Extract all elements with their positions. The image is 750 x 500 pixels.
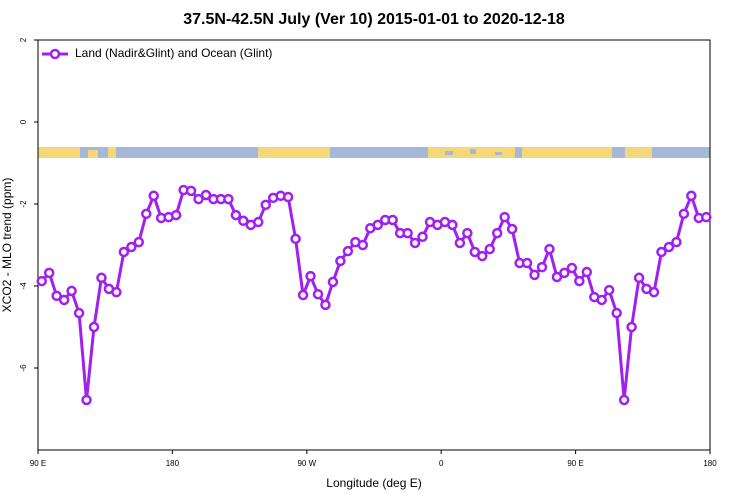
data-point xyxy=(36,275,47,287)
data-point xyxy=(521,257,533,269)
data-point xyxy=(66,285,77,297)
data-point xyxy=(88,321,100,333)
data-point xyxy=(678,208,690,220)
x-axis-label: Longitude (deg E) xyxy=(326,476,421,490)
x-tick-label: 90 E xyxy=(567,459,583,468)
data-point xyxy=(663,241,675,253)
data-point xyxy=(454,237,466,249)
data-point xyxy=(671,236,682,248)
data-point xyxy=(417,231,428,243)
data-point xyxy=(372,219,383,231)
data-point xyxy=(230,209,242,221)
data-point xyxy=(193,193,204,205)
data-point xyxy=(477,250,488,262)
data-point xyxy=(223,193,234,205)
data-point xyxy=(305,270,316,282)
data-point xyxy=(312,288,324,300)
data-point xyxy=(581,266,593,278)
data-point xyxy=(656,246,667,258)
x-tick-label: 180 xyxy=(166,459,180,468)
data-point xyxy=(327,276,339,288)
data-point xyxy=(544,243,555,255)
data-point xyxy=(596,294,607,306)
data-point xyxy=(81,394,92,406)
data-point xyxy=(133,236,145,248)
data-point xyxy=(185,185,197,197)
land-ocean-map xyxy=(38,147,710,158)
data-point xyxy=(686,190,697,202)
x-tick-label: 180 xyxy=(703,459,717,468)
data-point xyxy=(633,272,645,284)
data-point xyxy=(342,245,354,257)
data-point xyxy=(253,216,264,228)
data-point xyxy=(701,211,712,223)
data-point xyxy=(320,299,331,311)
data-point xyxy=(559,267,570,279)
data-point xyxy=(148,190,159,202)
data-point xyxy=(111,286,122,298)
data-point xyxy=(290,233,301,245)
data-point xyxy=(282,191,294,203)
data-point xyxy=(51,290,62,302)
data-point xyxy=(126,241,137,253)
data-point xyxy=(462,227,473,239)
data-point xyxy=(611,307,622,319)
data-point xyxy=(469,246,481,258)
data-point xyxy=(491,227,503,239)
data-point xyxy=(566,262,578,274)
data-point xyxy=(73,307,85,319)
x-tick-label: 0 xyxy=(439,459,444,468)
data-point xyxy=(238,215,249,227)
data-point xyxy=(574,275,585,287)
data-point xyxy=(409,237,421,249)
data-point xyxy=(551,271,563,283)
data-point xyxy=(141,208,152,220)
y-tick-label: 0 xyxy=(19,119,28,124)
chart-title: 37.5N-42.5N July (Ver 10) 2015-01-01 to … xyxy=(183,11,565,28)
data-point xyxy=(260,199,271,211)
data-point xyxy=(297,289,309,301)
data-point xyxy=(402,227,413,239)
data-point xyxy=(118,246,130,258)
y-tick-label: -2 xyxy=(19,200,28,208)
data-point xyxy=(603,284,615,296)
legend-marker xyxy=(49,48,61,60)
legend-label: Land (Nadir&Glint) and Ocean (Glint) xyxy=(75,46,272,60)
y-tick-label: -6 xyxy=(19,364,28,372)
data-point xyxy=(58,294,70,306)
data-point xyxy=(536,261,548,273)
data-point xyxy=(170,209,182,221)
data-point xyxy=(200,189,212,201)
plot-frame xyxy=(37,39,711,451)
y-axis-label: XCO2 - MLO trend (ppm) xyxy=(0,178,14,313)
data-point xyxy=(357,239,369,251)
data-point xyxy=(648,286,660,298)
x-tick-label: 90 W xyxy=(297,459,316,468)
data-point xyxy=(43,267,55,279)
data-point xyxy=(506,223,518,235)
y-tick-label: 2 xyxy=(19,37,28,42)
data-point xyxy=(626,321,637,333)
data-point xyxy=(484,243,495,255)
data-point xyxy=(529,269,540,281)
data-point xyxy=(499,211,510,223)
x-tick-label: 90 E xyxy=(30,459,46,468)
data-point xyxy=(335,255,346,267)
data-point xyxy=(618,394,630,406)
data-point xyxy=(447,219,458,231)
data-point xyxy=(96,272,107,284)
data-point xyxy=(387,214,398,226)
legend: Land (Nadir&Glint) and Ocean (Glint) xyxy=(42,46,272,60)
y-tick-label: -4 xyxy=(19,282,28,290)
